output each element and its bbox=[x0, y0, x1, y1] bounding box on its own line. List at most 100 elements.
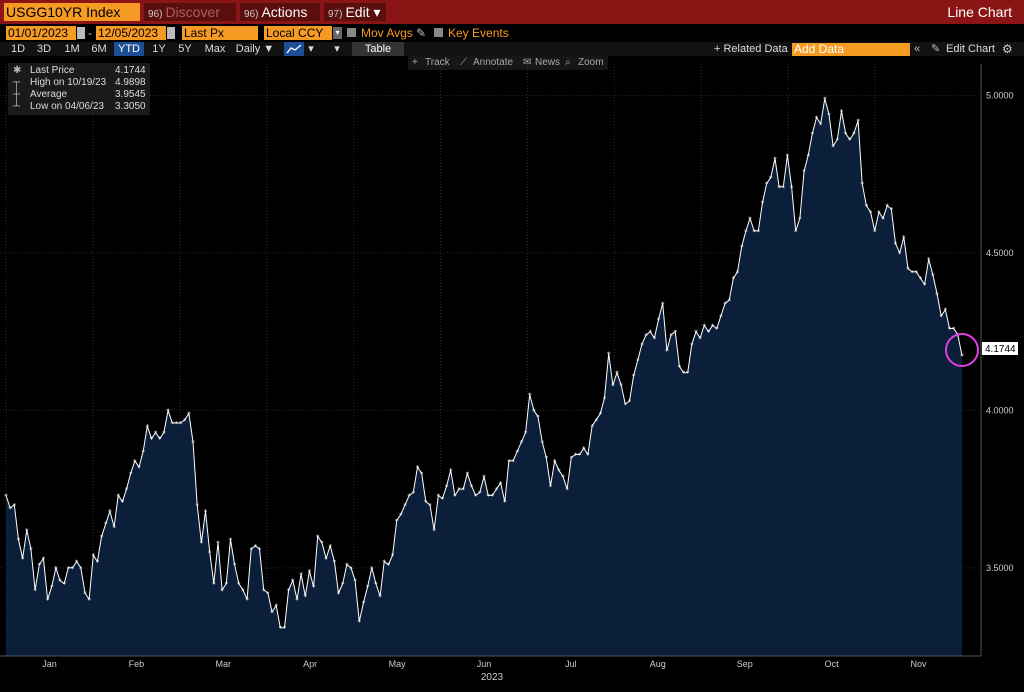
price-point: * bbox=[100, 533, 104, 541]
price-point: * bbox=[62, 581, 66, 589]
price-point: * bbox=[241, 587, 245, 595]
price-point: * bbox=[869, 209, 873, 217]
price-point: * bbox=[308, 568, 312, 576]
price-point: * bbox=[923, 281, 927, 289]
price-point: * bbox=[204, 508, 208, 516]
legend-label: Low on 04/06/23 bbox=[30, 101, 104, 112]
legend-value: 4.9898 bbox=[115, 77, 146, 88]
price-point: * bbox=[208, 549, 212, 557]
price-point: * bbox=[520, 439, 524, 447]
x-tick-label: Jan bbox=[42, 659, 57, 669]
price-point: * bbox=[852, 130, 856, 138]
price-point: * bbox=[341, 581, 345, 589]
price-point: * bbox=[769, 174, 773, 182]
price-point: * bbox=[121, 499, 125, 507]
price-point: * bbox=[836, 137, 840, 145]
price-point: * bbox=[881, 215, 885, 223]
price-point: * bbox=[370, 565, 374, 573]
price-point: * bbox=[403, 502, 407, 510]
price-point: * bbox=[657, 316, 661, 324]
price-point: * bbox=[46, 596, 50, 604]
y-axis-ticks: 3.50004.00004.50005.0000 bbox=[986, 90, 1014, 572]
y-tick-label: 3.5000 bbox=[986, 563, 1014, 573]
price-point: * bbox=[740, 244, 744, 252]
price-point: * bbox=[391, 552, 395, 560]
price-point: * bbox=[162, 429, 166, 437]
price-point: * bbox=[935, 291, 939, 299]
x-tick-label: Nov bbox=[911, 659, 928, 669]
price-point: * bbox=[811, 130, 815, 138]
price-point: * bbox=[794, 228, 798, 236]
price-point: * bbox=[13, 502, 17, 510]
price-point: * bbox=[274, 603, 278, 611]
price-point: * bbox=[166, 407, 170, 415]
price-point: * bbox=[516, 448, 520, 456]
price-point: * bbox=[615, 370, 619, 378]
price-point: * bbox=[353, 577, 357, 585]
price-point: * bbox=[499, 480, 503, 488]
price-point: * bbox=[87, 596, 91, 604]
price-point: * bbox=[358, 618, 362, 626]
price-point: * bbox=[840, 108, 844, 116]
price-point: * bbox=[806, 152, 810, 160]
price-point: * bbox=[860, 181, 864, 189]
x-axis-title: 2023 bbox=[481, 672, 504, 683]
price-point: * bbox=[466, 470, 470, 478]
x-tick-label: May bbox=[389, 659, 407, 669]
price-point: * bbox=[216, 540, 220, 548]
price-point: * bbox=[212, 581, 216, 589]
price-point: * bbox=[50, 584, 54, 592]
price-point: * bbox=[412, 489, 416, 497]
price-point: * bbox=[33, 587, 37, 595]
price-point: * bbox=[528, 392, 532, 400]
price-point: * bbox=[54, 565, 58, 573]
price-point: * bbox=[478, 489, 482, 497]
price-point: * bbox=[611, 382, 615, 390]
price-point: * bbox=[549, 483, 553, 491]
price-point: * bbox=[894, 240, 898, 248]
price-point: * bbox=[428, 502, 432, 510]
price-point: * bbox=[362, 599, 366, 607]
price-point: * bbox=[890, 206, 894, 214]
price-point: * bbox=[632, 373, 636, 381]
price-point: * bbox=[565, 486, 569, 494]
price-point: * bbox=[873, 228, 877, 236]
price-point: * bbox=[665, 348, 669, 356]
price-point: * bbox=[125, 486, 129, 494]
price-point: * bbox=[449, 467, 453, 475]
price-point: * bbox=[104, 521, 108, 529]
price-point: * bbox=[129, 470, 133, 478]
price-area-fill bbox=[6, 99, 962, 656]
price-point: * bbox=[291, 577, 295, 585]
price-point: * bbox=[4, 492, 8, 500]
price-point: * bbox=[819, 121, 823, 129]
price-point: * bbox=[603, 395, 607, 403]
price-point: * bbox=[827, 111, 831, 119]
y-tick-label: 5.0000 bbox=[986, 90, 1014, 100]
price-point: * bbox=[420, 470, 424, 478]
legend-box: ✱ Last Price 4.1744 ┬ High on 10/19/23 4… bbox=[8, 63, 150, 115]
price-point: * bbox=[802, 168, 806, 176]
price-point: * bbox=[191, 439, 195, 447]
x-tick-label: Jul bbox=[565, 659, 577, 669]
x-tick-label: Apr bbox=[303, 659, 317, 669]
price-point: * bbox=[757, 228, 761, 236]
price-point: * bbox=[387, 562, 391, 570]
price-point: * bbox=[324, 555, 328, 563]
price-point: * bbox=[141, 448, 145, 456]
price-point: * bbox=[42, 555, 46, 563]
price-point: * bbox=[470, 483, 474, 491]
legend-value: 3.3050 bbox=[115, 101, 146, 112]
price-point: * bbox=[441, 496, 445, 504]
y-tick-label: 4.5000 bbox=[986, 248, 1014, 258]
price-point: * bbox=[378, 593, 382, 601]
price-point: * bbox=[690, 341, 694, 349]
legend-label: Average bbox=[30, 89, 67, 100]
price-point: * bbox=[744, 228, 748, 236]
price-point: * bbox=[503, 499, 507, 507]
price-point: * bbox=[761, 200, 765, 208]
price-point: * bbox=[96, 559, 100, 567]
price-point: * bbox=[266, 590, 270, 598]
asterisk-icon: ✱ bbox=[13, 65, 21, 76]
